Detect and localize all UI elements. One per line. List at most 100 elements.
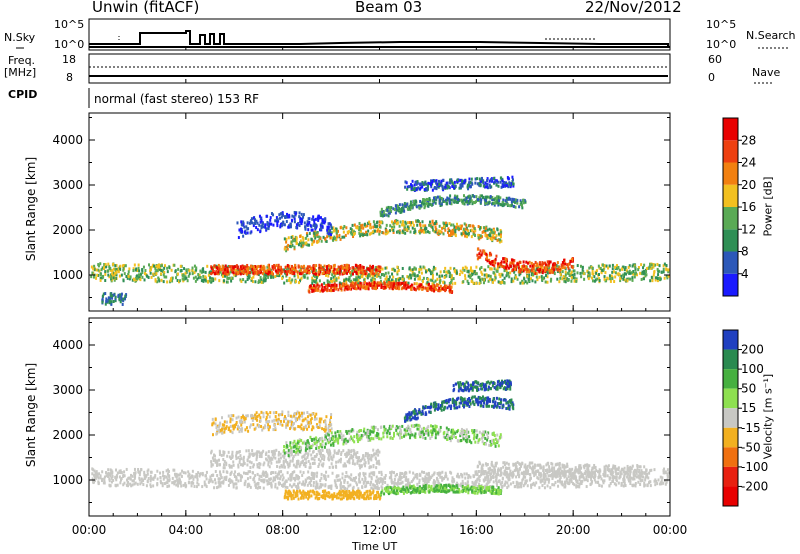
scatter-cell <box>397 478 400 482</box>
scatter-cell <box>616 272 619 276</box>
scatter-cell <box>476 182 479 186</box>
scatter-cell <box>491 201 494 205</box>
scatter-cell <box>202 278 205 282</box>
scatter-cell <box>628 271 631 275</box>
scatter-cell <box>292 215 295 219</box>
scatter-cell <box>396 204 399 208</box>
scatter-cell <box>433 285 436 289</box>
scatter-cell <box>418 268 421 272</box>
scatter-cell <box>376 481 379 485</box>
scatter-cell <box>572 482 575 486</box>
scatter-cell <box>119 293 122 297</box>
scatter-cell <box>318 284 321 288</box>
scatter-cell <box>407 227 410 231</box>
scatter-cell <box>380 285 383 289</box>
scatter-cell <box>490 179 493 183</box>
scatter-cell <box>435 198 438 202</box>
scatter-cell <box>143 278 146 282</box>
scatter-cell <box>366 267 369 271</box>
scatter-cell <box>112 276 115 280</box>
scatter-cell <box>354 281 357 285</box>
scatter-cell <box>479 183 482 187</box>
scatter-cell <box>315 280 318 284</box>
scatter-cell <box>378 470 381 474</box>
scatter-cell <box>498 272 501 276</box>
scatter-cell <box>415 205 418 209</box>
scatter-cell <box>263 461 266 465</box>
scatter-cell <box>416 482 419 486</box>
scatter-cell <box>299 216 302 220</box>
scatter-cell <box>188 472 191 476</box>
scatter-cell <box>307 228 310 232</box>
scatter-cell <box>220 476 223 480</box>
scatter-cell <box>480 470 483 474</box>
scatter-cell <box>247 273 250 277</box>
scatter-cell <box>291 472 294 476</box>
scatter-cell <box>142 483 145 487</box>
scatter-cell <box>222 271 225 275</box>
scatter-cell <box>108 477 111 481</box>
scatter-cell <box>196 481 199 485</box>
scatter-cell <box>214 460 217 464</box>
scatter-cell <box>117 270 120 274</box>
scatter-cell <box>414 473 417 477</box>
scatter-cell <box>469 229 472 233</box>
scatter-cell <box>330 231 333 235</box>
scatter-cell <box>480 179 483 183</box>
scatter-cell <box>237 236 240 240</box>
scatter-cell <box>603 277 606 281</box>
scatter-cell <box>641 270 644 274</box>
scatter-cell <box>486 479 489 483</box>
scatter-cell <box>411 179 414 183</box>
scatter-cell <box>388 286 391 290</box>
scatter-cell <box>544 263 547 267</box>
scatter-cell <box>307 238 310 242</box>
scatter-cell <box>114 297 117 301</box>
scatter-cell <box>276 486 279 490</box>
scatter-cell <box>546 280 549 284</box>
scatter-cell <box>375 475 378 479</box>
scatter-cell <box>304 482 307 486</box>
scatter-cell <box>231 268 234 272</box>
scatter-cell <box>393 208 396 212</box>
scatter-cell <box>280 470 283 474</box>
nsearch-tick-top: 10^5 <box>706 18 737 31</box>
scatter-cell <box>431 219 434 223</box>
scatter-cell <box>219 473 222 477</box>
scatter-cell <box>262 478 265 482</box>
scatter-cell <box>331 280 334 284</box>
scatter-cell <box>316 240 319 244</box>
scatter-cell <box>551 266 554 270</box>
scatter-cell <box>219 484 222 488</box>
scatter-cell <box>406 207 409 211</box>
scatter-cell <box>149 267 152 271</box>
scatter-cell <box>466 279 469 283</box>
scatter-cell <box>401 229 404 233</box>
scatter-cell <box>299 234 302 238</box>
scatter-cell <box>318 272 321 276</box>
scatter-cell <box>237 479 240 483</box>
scatter-cell <box>135 267 138 271</box>
scatter-cell <box>163 482 166 486</box>
scatter-cell <box>521 267 524 271</box>
scatter-cell <box>417 204 420 208</box>
scatter-cell <box>370 486 373 490</box>
scatter-cell <box>384 232 387 236</box>
scatter-cell <box>117 294 120 298</box>
scatter-cell <box>150 477 153 481</box>
scatter-cell <box>354 284 357 288</box>
scatter-cell <box>667 270 670 274</box>
scatter-cell <box>537 477 540 481</box>
scatter-cell <box>393 482 396 486</box>
scatter-cell <box>609 482 612 486</box>
scatter-cell <box>617 481 620 485</box>
scatter-cell <box>279 273 282 277</box>
scatter-cell <box>619 277 622 281</box>
scatter-cell <box>495 179 498 183</box>
scatter-cell <box>551 270 554 274</box>
scatter-cell <box>111 272 114 276</box>
scatter-cell <box>272 267 275 271</box>
scatter-cell <box>401 206 404 210</box>
scatter-cell <box>378 462 381 466</box>
scatter-cell <box>452 223 455 227</box>
